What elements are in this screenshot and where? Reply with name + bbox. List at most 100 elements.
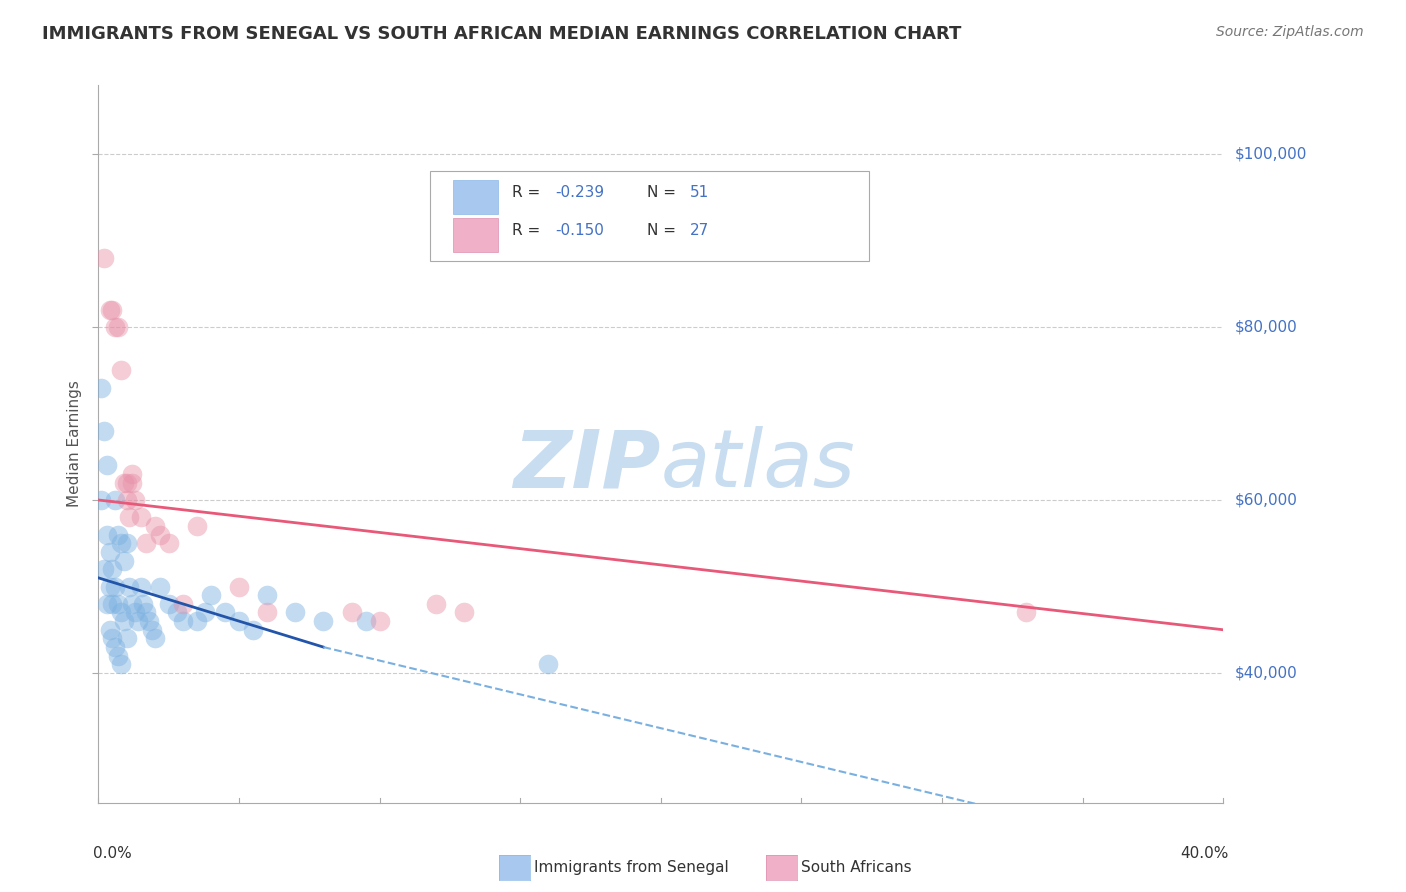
Text: -0.150: -0.150 bbox=[555, 223, 605, 238]
Point bbox=[143, 519, 166, 533]
Point bbox=[453, 606, 475, 620]
Text: -0.239: -0.239 bbox=[555, 185, 605, 200]
Point bbox=[110, 606, 132, 620]
Text: $60,000: $60,000 bbox=[1234, 492, 1298, 508]
Point bbox=[1015, 606, 1038, 620]
Point bbox=[157, 597, 180, 611]
Point bbox=[101, 597, 124, 611]
Point bbox=[138, 614, 160, 628]
Point bbox=[96, 527, 118, 541]
Point bbox=[141, 623, 163, 637]
Point bbox=[98, 623, 121, 637]
Point bbox=[93, 562, 115, 576]
Point bbox=[132, 597, 155, 611]
Text: South Africans: South Africans bbox=[801, 861, 912, 875]
Point bbox=[115, 632, 138, 646]
Text: IMMIGRANTS FROM SENEGAL VS SOUTH AFRICAN MEDIAN EARNINGS CORRELATION CHART: IMMIGRANTS FROM SENEGAL VS SOUTH AFRICAN… bbox=[42, 25, 962, 43]
Text: $80,000: $80,000 bbox=[1234, 319, 1298, 334]
Point bbox=[107, 597, 129, 611]
Point bbox=[90, 493, 112, 508]
Point bbox=[200, 588, 222, 602]
Point bbox=[166, 606, 188, 620]
Text: 27: 27 bbox=[690, 223, 709, 238]
Point bbox=[107, 320, 129, 334]
Point bbox=[157, 536, 180, 550]
Point bbox=[186, 519, 208, 533]
Point bbox=[340, 606, 363, 620]
Text: 40.0%: 40.0% bbox=[1181, 846, 1229, 861]
Point bbox=[93, 251, 115, 265]
Point bbox=[256, 606, 278, 620]
Point bbox=[214, 606, 236, 620]
Text: N =: N = bbox=[647, 223, 681, 238]
Point bbox=[124, 606, 146, 620]
Point bbox=[368, 614, 391, 628]
Text: R =: R = bbox=[512, 185, 546, 200]
Point bbox=[101, 632, 124, 646]
Point bbox=[284, 606, 307, 620]
Point bbox=[186, 614, 208, 628]
Point bbox=[107, 648, 129, 663]
Point bbox=[121, 475, 143, 490]
Point bbox=[118, 580, 141, 594]
Point bbox=[96, 458, 118, 473]
Point bbox=[98, 580, 121, 594]
Point bbox=[172, 597, 194, 611]
Point bbox=[101, 562, 124, 576]
Point bbox=[90, 380, 112, 394]
Point bbox=[121, 597, 143, 611]
Point bbox=[112, 614, 135, 628]
Point bbox=[149, 527, 172, 541]
Text: ZIP: ZIP bbox=[513, 426, 661, 504]
Point bbox=[118, 510, 141, 524]
Point bbox=[110, 536, 132, 550]
Point bbox=[129, 510, 152, 524]
Point bbox=[104, 320, 127, 334]
Bar bbox=[453, 218, 498, 252]
Point bbox=[110, 363, 132, 377]
Point bbox=[194, 606, 217, 620]
Point bbox=[537, 657, 560, 672]
Text: $100,000: $100,000 bbox=[1234, 146, 1306, 161]
Point bbox=[135, 536, 157, 550]
Point bbox=[112, 475, 135, 490]
Point bbox=[143, 632, 166, 646]
Point bbox=[104, 580, 127, 594]
Text: N =: N = bbox=[647, 185, 681, 200]
Point bbox=[101, 302, 124, 317]
Text: 51: 51 bbox=[690, 185, 709, 200]
Point bbox=[127, 614, 149, 628]
Text: $40,000: $40,000 bbox=[1234, 665, 1298, 681]
Point bbox=[135, 606, 157, 620]
Point bbox=[256, 588, 278, 602]
Point bbox=[98, 302, 121, 317]
Point bbox=[121, 467, 143, 481]
Point bbox=[112, 553, 135, 567]
Point bbox=[129, 580, 152, 594]
Point bbox=[115, 493, 138, 508]
Text: 0.0%: 0.0% bbox=[93, 846, 132, 861]
Point bbox=[124, 493, 146, 508]
Y-axis label: Median Earnings: Median Earnings bbox=[66, 380, 82, 508]
Text: R =: R = bbox=[512, 223, 546, 238]
Point bbox=[242, 623, 264, 637]
Point bbox=[96, 597, 118, 611]
Point bbox=[107, 527, 129, 541]
Point bbox=[104, 493, 127, 508]
Text: atlas: atlas bbox=[661, 426, 856, 504]
Point bbox=[354, 614, 377, 628]
Point bbox=[228, 614, 250, 628]
Text: Immigrants from Senegal: Immigrants from Senegal bbox=[534, 861, 730, 875]
Point bbox=[110, 657, 132, 672]
Text: Source: ZipAtlas.com: Source: ZipAtlas.com bbox=[1216, 25, 1364, 39]
Point bbox=[149, 580, 172, 594]
Point bbox=[98, 545, 121, 559]
Point bbox=[93, 424, 115, 438]
Bar bbox=[453, 179, 498, 214]
Point bbox=[115, 475, 138, 490]
Point bbox=[115, 536, 138, 550]
FancyBboxPatch shape bbox=[430, 171, 869, 260]
Point bbox=[104, 640, 127, 654]
Point bbox=[425, 597, 447, 611]
Point bbox=[172, 614, 194, 628]
